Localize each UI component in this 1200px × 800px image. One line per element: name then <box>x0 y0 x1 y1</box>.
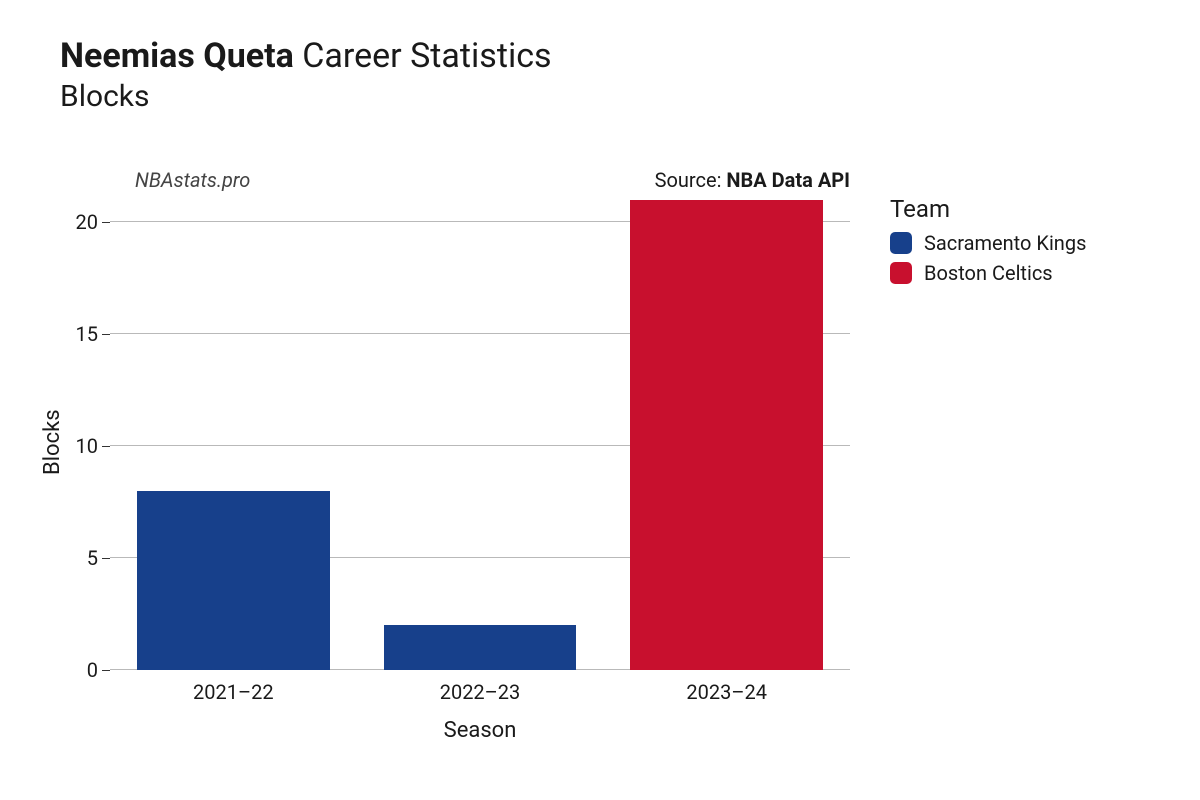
y-tick-label: 15 <box>76 322 110 346</box>
x-tick-label: 2023–24 <box>686 670 767 704</box>
x-tick-label: 2021–22 <box>193 670 274 704</box>
legend-item: Boston Celtics <box>890 261 1086 285</box>
legend: Team Sacramento Kings Boston Celtics <box>890 195 1086 291</box>
y-tick-label: 10 <box>76 434 110 458</box>
y-axis-label: Blocks <box>40 409 65 475</box>
x-axis-label: Season <box>444 718 517 743</box>
y-tick-label: 20 <box>76 210 110 234</box>
x-tick-label: 2022–23 <box>440 670 521 704</box>
chart-title: Neemias Queta Career Statistics <box>60 36 552 77</box>
legend-item: Sacramento Kings <box>890 231 1086 255</box>
title-suffix-text: Career Statistics <box>302 36 551 76</box>
bar <box>137 491 329 670</box>
legend-swatch <box>890 262 912 284</box>
title-block: Neemias Queta Career Statistics Blocks <box>60 36 552 114</box>
y-tick-label: 5 <box>87 546 110 570</box>
player-name: Neemias Queta <box>60 36 294 76</box>
legend-title: Team <box>890 195 1086 223</box>
watermark-text: NBAstats.pro <box>135 168 250 192</box>
chart-canvas: Neemias Queta Career Statistics Blocks 0… <box>0 0 1200 800</box>
source-prefix: Source: <box>655 168 727 192</box>
legend-swatch <box>890 232 912 254</box>
bar <box>630 200 822 670</box>
source-label: Source: NBA Data API <box>655 168 850 192</box>
chart-subtitle: Blocks <box>60 79 552 114</box>
plot-area: 051015202021–222022–232023–24 <box>110 200 850 670</box>
y-tick-label: 0 <box>87 658 110 682</box>
legend-label: Sacramento Kings <box>924 231 1086 255</box>
legend-label: Boston Celtics <box>924 261 1053 285</box>
bar <box>384 625 576 670</box>
source-name: NBA Data API <box>726 168 850 192</box>
